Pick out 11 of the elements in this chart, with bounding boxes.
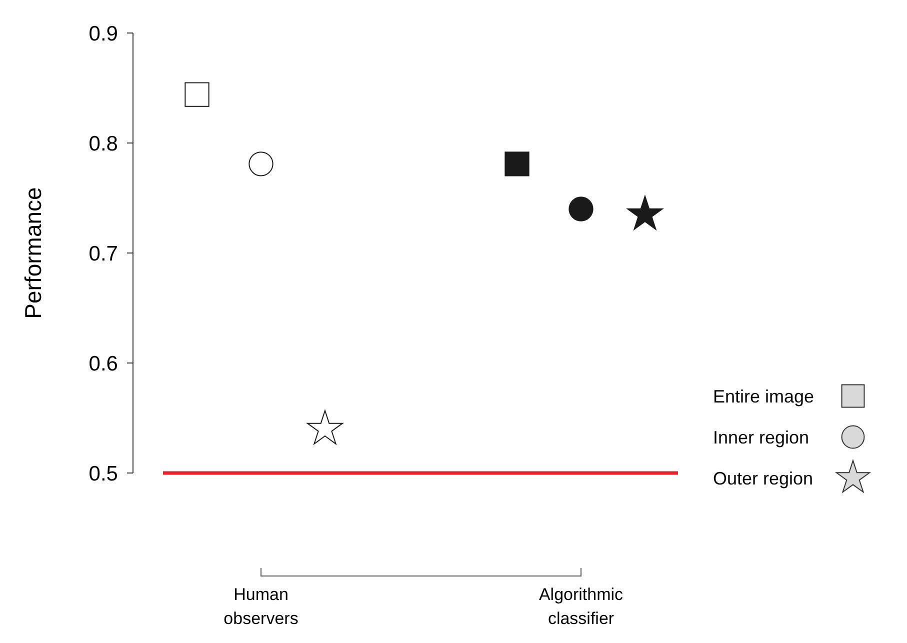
x-tick-label: Human observers (224, 585, 298, 628)
x-tick-label: Algorithmic classifier (538, 585, 624, 628)
y-tick-label: 0.8 (88, 132, 118, 156)
text: Entire image (713, 386, 814, 406)
y-tick-label: 0.9 (88, 22, 118, 46)
y-axis-title: Performance (20, 187, 46, 319)
y-tick-label: 0.7 (88, 242, 118, 266)
text: Outer region (713, 468, 814, 488)
text: Inner region (713, 427, 810, 448)
y-tick-label: 0.6 (88, 352, 118, 376)
y-tick-label: 0.5 (88, 462, 118, 486)
